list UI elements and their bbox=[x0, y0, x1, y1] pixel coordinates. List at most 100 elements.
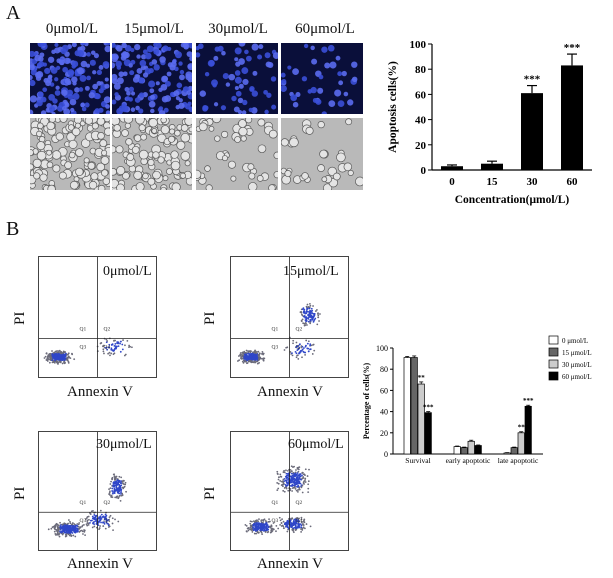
event-dot bbox=[247, 529, 250, 532]
event-dot bbox=[303, 314, 306, 317]
event-dot bbox=[56, 523, 59, 526]
nucleus-dot bbox=[116, 77, 124, 85]
cell-outline bbox=[88, 180, 98, 190]
event-dot bbox=[300, 528, 302, 530]
nucleus-dot bbox=[149, 88, 155, 94]
bar-0 bbox=[441, 166, 463, 170]
cell-outline bbox=[64, 161, 73, 170]
event-dot bbox=[114, 482, 116, 485]
event-dot bbox=[255, 532, 258, 535]
event-dot bbox=[240, 356, 243, 358]
nucleus-dot bbox=[30, 79, 36, 87]
legend-swatch bbox=[548, 335, 559, 345]
cell-outline bbox=[90, 172, 99, 181]
event-dot bbox=[255, 520, 258, 523]
event-dot bbox=[304, 468, 307, 471]
nucleus-dot bbox=[328, 100, 336, 108]
event-dot bbox=[283, 523, 286, 526]
nucleus-dot bbox=[173, 90, 180, 97]
cell-outline bbox=[227, 160, 236, 169]
event-dot bbox=[58, 533, 60, 536]
nucleus-dot bbox=[228, 73, 236, 81]
event-dot bbox=[64, 361, 67, 364]
event-dot bbox=[104, 513, 107, 516]
y-tick-label: 20 bbox=[415, 140, 427, 152]
y-tick-label: 80 bbox=[380, 365, 388, 374]
event-dot bbox=[302, 476, 304, 478]
nucleus-dot bbox=[71, 76, 78, 83]
event-dot bbox=[104, 516, 107, 519]
nucleus-dot bbox=[34, 54, 42, 62]
flow-plot-30-xlabel: Annexin V bbox=[67, 556, 133, 572]
nucleus-dot bbox=[39, 52, 45, 58]
event-dot bbox=[110, 344, 113, 346]
nucleus-dot bbox=[169, 64, 176, 71]
cell-outline bbox=[96, 162, 106, 172]
cell-outline bbox=[343, 162, 353, 172]
nucleus-dot bbox=[135, 105, 140, 111]
nucleus-dot bbox=[142, 49, 148, 55]
event-dot bbox=[282, 471, 285, 474]
y-axis-label: Apoptosis cells(%) bbox=[387, 61, 399, 153]
nucleus-dot bbox=[112, 53, 117, 60]
event-dot bbox=[109, 490, 111, 493]
event-dot bbox=[70, 534, 73, 537]
event-dot bbox=[306, 475, 309, 477]
nucleus-dot bbox=[327, 44, 335, 52]
nucleus-dot bbox=[272, 52, 278, 59]
fluorescence-image-15-art bbox=[112, 43, 192, 114]
event-dot bbox=[305, 312, 308, 314]
legend-label: 30 μmol/L bbox=[562, 361, 592, 369]
event-dot bbox=[301, 313, 303, 316]
event-dot bbox=[254, 349, 256, 352]
cell-outline bbox=[46, 149, 52, 156]
nucleus-dot bbox=[263, 89, 268, 95]
nucleus-dot bbox=[238, 83, 244, 89]
event-dot bbox=[283, 349, 286, 351]
nucleus-dot bbox=[156, 43, 162, 49]
event-dot bbox=[98, 527, 101, 529]
nucleus-dot bbox=[142, 72, 149, 78]
event-dot bbox=[264, 530, 267, 533]
nucleus-dot bbox=[311, 58, 318, 65]
legend-swatch bbox=[548, 347, 559, 357]
event-dot bbox=[55, 356, 58, 359]
cell-outline bbox=[83, 157, 90, 164]
flow-plot-30: Q1 Q2 Q3 Q4 30μmol/L bbox=[38, 431, 157, 551]
x-tick-label: 30 bbox=[527, 176, 539, 188]
event-dot bbox=[285, 479, 288, 482]
cell-outline bbox=[166, 168, 173, 175]
event-dot bbox=[298, 351, 301, 354]
event-dot bbox=[114, 342, 117, 345]
nucleus-dot bbox=[317, 87, 324, 94]
event-dot bbox=[83, 529, 86, 532]
event-dot bbox=[309, 322, 312, 325]
nucleus-dot bbox=[74, 87, 80, 93]
fluorescence-image-60-art bbox=[281, 43, 358, 114]
event-dot bbox=[114, 496, 117, 499]
event-dot bbox=[86, 515, 89, 518]
event-dot bbox=[102, 525, 105, 527]
event-dot bbox=[254, 526, 257, 529]
cell-outline bbox=[55, 132, 64, 141]
event-dot bbox=[243, 357, 246, 360]
event-dot bbox=[113, 352, 116, 355]
event-dot bbox=[107, 346, 110, 349]
event-dot bbox=[282, 527, 285, 530]
event-dot bbox=[282, 478, 285, 481]
event-dot bbox=[102, 350, 105, 353]
event-dot bbox=[102, 521, 104, 524]
event-dot bbox=[71, 353, 74, 356]
event-dot bbox=[54, 359, 56, 362]
event-dot bbox=[47, 528, 50, 531]
nucleus-dot bbox=[128, 63, 133, 68]
event-dot bbox=[257, 520, 260, 523]
event-dot bbox=[249, 522, 252, 525]
event-dot bbox=[124, 483, 127, 486]
event-dot bbox=[93, 518, 96, 521]
event-dot bbox=[303, 324, 306, 327]
nucleus-dot bbox=[80, 102, 85, 108]
event-dot bbox=[110, 480, 112, 483]
event-dot bbox=[116, 341, 119, 343]
